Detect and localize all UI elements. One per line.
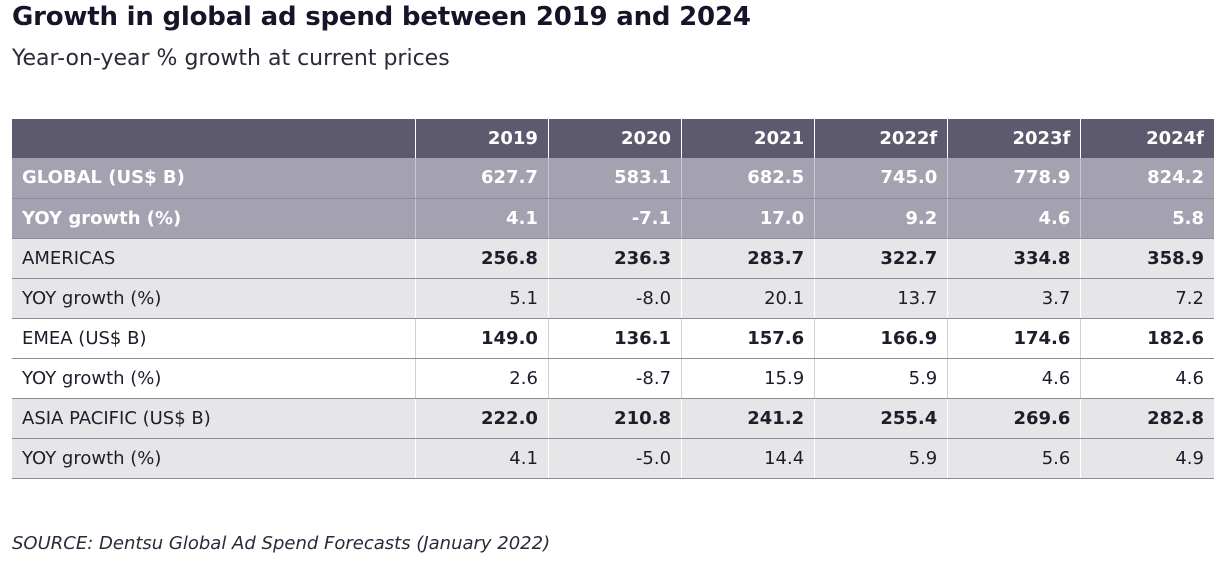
header-cell-year: 2022f bbox=[814, 119, 949, 158]
header-cell-year: 2023f bbox=[947, 119, 1082, 158]
value-cell: 14.4 bbox=[681, 438, 816, 479]
value-cell: 778.9 bbox=[947, 158, 1082, 199]
table-header: 2019 2020 2021 2022f 2023f 2024f bbox=[12, 119, 1214, 158]
row-label: EMEA (US$ B) bbox=[12, 318, 416, 359]
value-cell: 627.7 bbox=[415, 158, 549, 199]
table-row: YOY growth (%) 4.1 -7.1 17.0 9.2 4.6 5.8 bbox=[12, 198, 1214, 239]
row-label: YOY growth (%) bbox=[12, 358, 416, 399]
value-cell: 13.7 bbox=[814, 278, 949, 319]
value-cell: 20.1 bbox=[681, 278, 816, 319]
value-cell: 5.6 bbox=[947, 438, 1082, 479]
chart-title: Growth in global ad spend between 2019 a… bbox=[12, 2, 751, 32]
table-row: AMERICAS 256.8 236.3 283.7 322.7 334.8 358.9 bbox=[12, 238, 1214, 279]
value-cell: 210.8 bbox=[548, 398, 683, 439]
value-cell: 5.9 bbox=[814, 358, 949, 399]
table-row: YOY growth (%) 4.1 -5.0 14.4 5.9 5.6 4.9 bbox=[12, 438, 1214, 479]
header-row: 2019 2020 2021 2022f 2023f 2024f bbox=[12, 119, 1214, 158]
value-cell: 334.8 bbox=[947, 238, 1082, 279]
table-row: YOY growth (%) 5.1 -8.0 20.1 13.7 3.7 7.2 bbox=[12, 278, 1214, 319]
row-label: AMERICAS bbox=[12, 238, 416, 279]
source-note: SOURCE: Dentsu Global Ad Spend Forecasts… bbox=[12, 533, 551, 554]
value-cell: 256.8 bbox=[415, 238, 549, 279]
row-label: YOY growth (%) bbox=[12, 198, 416, 239]
value-cell: 136.1 bbox=[548, 318, 683, 359]
value-cell: -5.0 bbox=[548, 438, 683, 479]
value-cell: 4.6 bbox=[947, 198, 1082, 239]
row-label: YOY growth (%) bbox=[12, 278, 416, 319]
value-cell: -8.7 bbox=[548, 358, 683, 399]
value-cell: -7.1 bbox=[548, 198, 683, 239]
value-cell: 4.9 bbox=[1080, 438, 1214, 479]
value-cell: 322.7 bbox=[814, 238, 949, 279]
value-cell: 157.6 bbox=[681, 318, 816, 359]
ad-spend-table: 2019 2020 2021 2022f 2023f 2024f GLOBAL (US$ … bbox=[12, 119, 1214, 479]
value-cell: 282.8 bbox=[1080, 398, 1214, 439]
row-label: ASIA PACIFIC (US$ B) bbox=[12, 398, 416, 439]
value-cell: 283.7 bbox=[681, 238, 816, 279]
header-cell-year: 2021 bbox=[681, 119, 816, 158]
value-cell: 174.6 bbox=[947, 318, 1082, 359]
value-cell: 5.8 bbox=[1080, 198, 1214, 239]
row-label: GLOBAL (US$ B) bbox=[12, 158, 416, 199]
value-cell: 182.6 bbox=[1080, 318, 1214, 359]
value-cell: 2.6 bbox=[415, 358, 549, 399]
value-cell: 17.0 bbox=[681, 198, 816, 239]
table-row: YOY growth (%) 2.6 -8.7 15.9 5.9 4.6 4.6 bbox=[12, 358, 1214, 399]
row-label: YOY growth (%) bbox=[12, 438, 416, 479]
header-cell-label bbox=[12, 119, 416, 158]
table-row: GLOBAL (US$ B) 627.7 583.1 682.5 745.0 778.9 8… bbox=[12, 158, 1214, 199]
value-cell: 4.6 bbox=[1080, 358, 1214, 399]
value-cell: 236.3 bbox=[548, 238, 683, 279]
value-cell: 149.0 bbox=[415, 318, 549, 359]
table-row: ASIA PACIFIC (US$ B) 222.0 210.8 241.2 255.4… bbox=[12, 398, 1214, 439]
value-cell: 269.6 bbox=[947, 398, 1082, 439]
value-cell: 583.1 bbox=[548, 158, 683, 199]
value-cell: 745.0 bbox=[814, 158, 949, 199]
value-cell: 358.9 bbox=[1080, 238, 1214, 279]
value-cell: 4.6 bbox=[947, 358, 1082, 399]
chart-subtitle: Year-on-year % growth at current prices bbox=[12, 46, 450, 71]
value-cell: 5.9 bbox=[814, 438, 949, 479]
value-cell: 255.4 bbox=[814, 398, 949, 439]
value-cell: 682.5 bbox=[681, 158, 816, 199]
value-cell: 241.2 bbox=[681, 398, 816, 439]
header-cell-year: 2019 bbox=[415, 119, 549, 158]
value-cell: 15.9 bbox=[681, 358, 816, 399]
table-row: EMEA (US$ B) 149.0 136.1 157.6 166.9 174.6 182… bbox=[12, 318, 1214, 359]
value-cell: 4.1 bbox=[415, 198, 549, 239]
value-cell: 824.2 bbox=[1080, 158, 1214, 199]
value-cell: 222.0 bbox=[415, 398, 549, 439]
header-cell-year: 2024f bbox=[1080, 119, 1214, 158]
value-cell: 7.2 bbox=[1080, 278, 1214, 319]
value-cell: 166.9 bbox=[814, 318, 949, 359]
header-cell-year: 2020 bbox=[548, 119, 683, 158]
value-cell: -8.0 bbox=[548, 278, 683, 319]
value-cell: 4.1 bbox=[415, 438, 549, 479]
value-cell: 3.7 bbox=[947, 278, 1082, 319]
value-cell: 5.1 bbox=[415, 278, 549, 319]
value-cell: 9.2 bbox=[814, 198, 949, 239]
table-body: GLOBAL (US$ B) 627.7 583.1 682.5 745.0 778.9 8… bbox=[12, 158, 1214, 479]
